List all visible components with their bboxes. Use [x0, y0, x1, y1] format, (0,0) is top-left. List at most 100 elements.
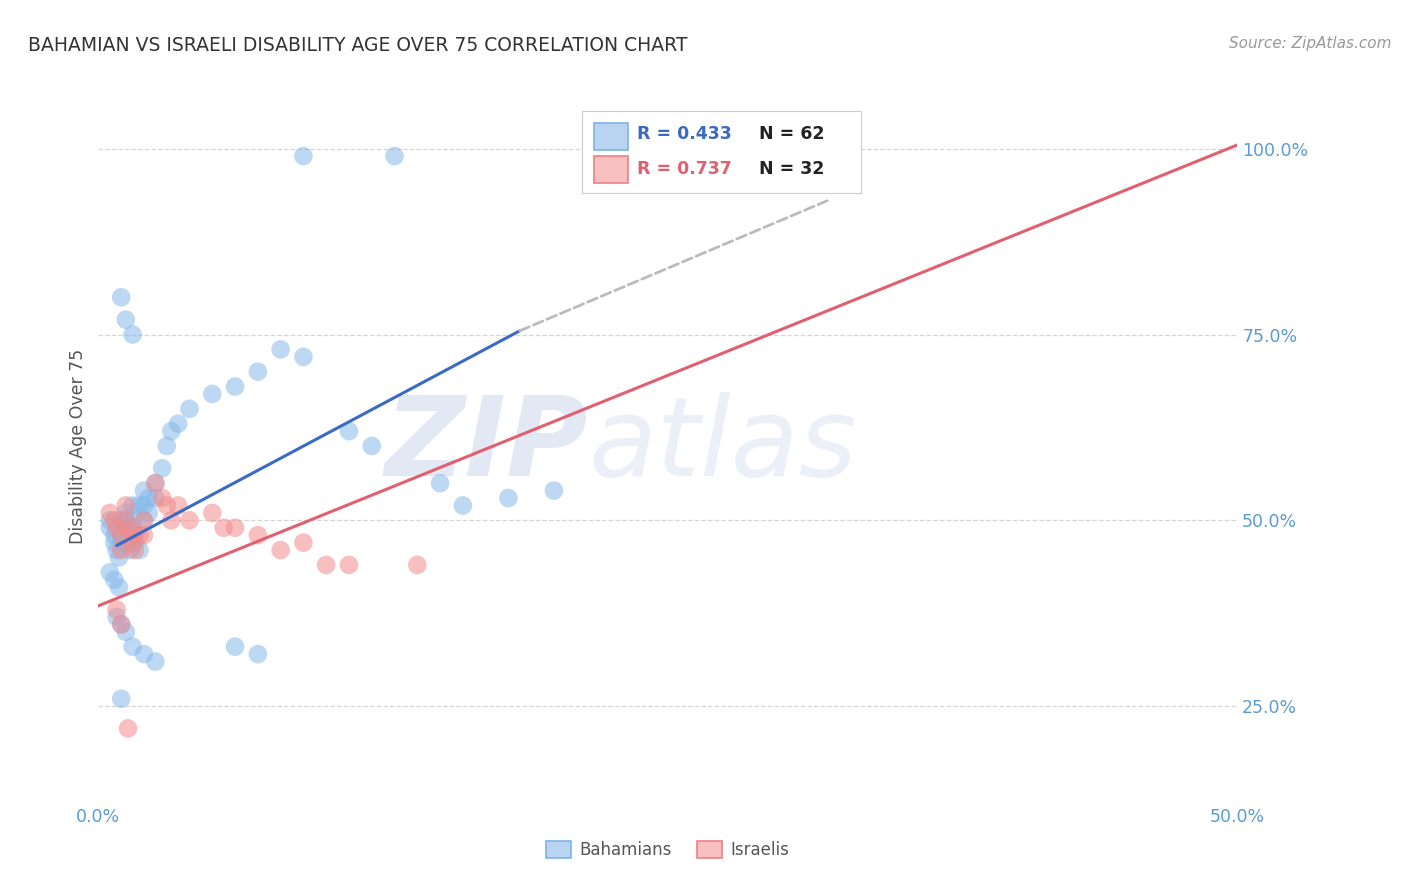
- Point: [179, 401, 201, 416]
- Point: [114, 624, 136, 639]
- FancyBboxPatch shape: [593, 123, 628, 150]
- Point: [110, 528, 132, 542]
- Point: [212, 521, 235, 535]
- Text: N = 62: N = 62: [759, 125, 824, 143]
- Point: [145, 476, 167, 491]
- Point: [337, 558, 360, 572]
- Point: [105, 602, 128, 616]
- Point: [150, 491, 173, 505]
- Point: [110, 528, 132, 542]
- Point: [384, 149, 406, 163]
- Point: [103, 535, 125, 549]
- Point: [138, 491, 160, 505]
- Point: [132, 483, 155, 498]
- Point: [156, 499, 179, 513]
- Text: ZIP: ZIP: [385, 392, 588, 500]
- Point: [132, 499, 155, 513]
- Point: [110, 513, 132, 527]
- Text: atlas: atlas: [588, 392, 856, 500]
- Point: [337, 424, 360, 438]
- Point: [117, 528, 139, 542]
- FancyBboxPatch shape: [593, 155, 628, 183]
- Point: [98, 566, 121, 580]
- Point: [110, 691, 132, 706]
- FancyBboxPatch shape: [582, 111, 862, 193]
- Point: [108, 550, 131, 565]
- Point: [270, 343, 292, 357]
- Text: R = 0.433: R = 0.433: [637, 125, 733, 143]
- Point: [110, 290, 132, 304]
- Point: [105, 543, 128, 558]
- Text: N = 32: N = 32: [759, 161, 824, 178]
- Point: [156, 439, 179, 453]
- Point: [121, 327, 143, 342]
- Point: [224, 379, 246, 393]
- Point: [103, 528, 125, 542]
- Point: [201, 387, 224, 401]
- Point: [128, 528, 150, 542]
- Point: [543, 483, 565, 498]
- Point: [145, 476, 167, 491]
- Point: [498, 491, 520, 505]
- Point: [128, 499, 150, 513]
- Point: [167, 417, 190, 431]
- Point: [124, 543, 146, 558]
- Point: [246, 365, 269, 379]
- Point: [246, 528, 269, 542]
- Point: [160, 424, 183, 438]
- Point: [360, 439, 382, 453]
- Point: [114, 499, 136, 513]
- Point: [124, 528, 146, 542]
- Point: [98, 513, 121, 527]
- Point: [292, 535, 315, 549]
- Point: [429, 476, 451, 491]
- Point: [114, 312, 136, 326]
- Point: [315, 558, 337, 572]
- Point: [103, 513, 125, 527]
- Point: [292, 350, 315, 364]
- Point: [224, 521, 246, 535]
- Point: [98, 506, 121, 520]
- Y-axis label: Disability Age Over 75: Disability Age Over 75: [69, 349, 87, 543]
- Point: [270, 543, 292, 558]
- Point: [121, 535, 143, 549]
- Point: [121, 499, 143, 513]
- Point: [201, 506, 224, 520]
- Point: [167, 499, 190, 513]
- Point: [160, 513, 183, 527]
- Point: [179, 513, 201, 527]
- Point: [132, 513, 155, 527]
- Legend: Bahamians, Israelis: Bahamians, Israelis: [540, 834, 796, 866]
- Point: [121, 521, 143, 535]
- Text: Source: ZipAtlas.com: Source: ZipAtlas.com: [1229, 36, 1392, 51]
- Point: [110, 535, 132, 549]
- Point: [114, 521, 136, 535]
- Point: [117, 535, 139, 549]
- Text: BAHAMIAN VS ISRAELI DISABILITY AGE OVER 75 CORRELATION CHART: BAHAMIAN VS ISRAELI DISABILITY AGE OVER …: [28, 36, 688, 54]
- Point: [114, 506, 136, 520]
- Point: [246, 647, 269, 661]
- Point: [114, 513, 136, 527]
- Point: [117, 521, 139, 535]
- Point: [121, 640, 143, 654]
- Point: [292, 149, 315, 163]
- Point: [121, 528, 143, 542]
- Point: [105, 521, 128, 535]
- Point: [117, 722, 139, 736]
- Point: [114, 513, 136, 527]
- Point: [138, 506, 160, 520]
- Point: [108, 580, 131, 594]
- Point: [406, 558, 429, 572]
- Point: [110, 543, 132, 558]
- Point: [132, 513, 155, 527]
- Point: [132, 647, 155, 661]
- Text: R = 0.737: R = 0.737: [637, 161, 733, 178]
- Point: [121, 513, 143, 527]
- Point: [105, 610, 128, 624]
- Point: [224, 640, 246, 654]
- Point: [145, 655, 167, 669]
- Point: [110, 617, 132, 632]
- Point: [103, 573, 125, 587]
- Point: [451, 499, 474, 513]
- Point: [150, 461, 173, 475]
